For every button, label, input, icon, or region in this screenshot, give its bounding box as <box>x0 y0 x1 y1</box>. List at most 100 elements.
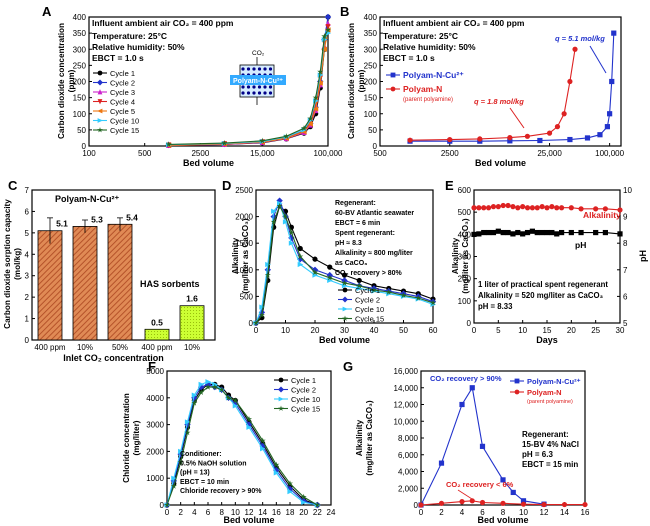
x-tick-label: 500 <box>373 149 387 158</box>
chart-note: Conditioner: <box>180 451 222 458</box>
x-axis-label: Bed volume <box>477 515 528 525</box>
data-point <box>559 205 565 211</box>
data-point <box>177 458 184 465</box>
data-point <box>567 136 573 143</box>
data-point <box>438 500 445 506</box>
data-point <box>385 288 392 295</box>
x-tick-label: 14 <box>258 508 267 517</box>
x-tick-label: 400 ppm <box>141 343 172 352</box>
y-tick-label: 200 <box>73 78 87 87</box>
y-tick-label: 400 <box>458 230 472 239</box>
y-tick-label: 500 <box>458 208 472 217</box>
data-point <box>514 389 520 395</box>
panel-b: B 0 50 100 150 200 250 300 350 400 500 2500 25,000 10… <box>340 4 625 168</box>
x-tick-label: 16 <box>272 508 281 517</box>
data-point <box>554 231 560 237</box>
legend-label: Cycle 2 <box>110 79 135 88</box>
data-point <box>459 499 465 505</box>
x-tick-label: 0 <box>472 326 477 335</box>
x-tick-label: 22 <box>313 508 322 517</box>
y-axis-label: Alkalinity(mg/liter as CaCO₃) <box>355 400 374 475</box>
inset-bead <box>257 67 262 71</box>
data-point <box>184 429 191 436</box>
panel-letter: G <box>343 359 353 374</box>
data-point <box>246 416 252 422</box>
data-point <box>447 136 453 143</box>
y-tick-label: 400 <box>73 13 87 22</box>
inset-label: CO₂ <box>252 50 265 57</box>
x-tick-label: 0 <box>165 508 170 517</box>
y-axis-label-line: Alkalinity <box>231 237 240 274</box>
inset-bead <box>246 85 251 89</box>
data-point <box>561 501 568 508</box>
data-point <box>546 130 553 136</box>
data-point <box>505 202 511 209</box>
data-point <box>288 240 295 246</box>
data-point <box>539 229 545 236</box>
y-tick-label: 350 <box>73 29 87 38</box>
y-tick-label: 9 <box>623 213 628 222</box>
x-tick-label: 2 <box>439 508 444 517</box>
y-axis-label-line: (mg/liter as CaCO₃) <box>461 218 470 293</box>
chart-note: CO₂ recovery > 80% <box>335 270 403 277</box>
data-point <box>510 489 516 496</box>
chart-condition: Temperature: 25°C <box>383 31 458 41</box>
data-point <box>481 229 487 236</box>
chart-note: 15-BV 4% NaCl <box>522 440 579 449</box>
data-point <box>297 261 304 268</box>
x-tick-label: 500 <box>138 149 152 158</box>
data-point <box>324 13 332 21</box>
y-tick-label: 0 <box>249 319 254 328</box>
annotation: CO₂ recovery < 6% <box>446 480 514 489</box>
panel-letter: E <box>445 178 454 193</box>
y-tick-label: 0 <box>373 142 378 151</box>
data-point <box>520 501 527 507</box>
data-point <box>317 80 323 86</box>
x-tick-label: 100 <box>82 149 96 158</box>
data-point <box>97 70 103 76</box>
y-axis-label: Carbon dioxide concentration(ppm) <box>347 23 366 139</box>
series-label: pH <box>575 240 586 250</box>
data-point <box>259 304 265 310</box>
data-point <box>515 229 521 236</box>
chart-note: Influent ambient air CO₂ = 400 ppm <box>92 18 234 28</box>
x-tick-label: 5 <box>496 326 501 335</box>
data-point <box>191 392 198 398</box>
x-tick-label: 0 <box>254 326 259 335</box>
x-tick-label: 25 <box>591 326 600 335</box>
bar <box>72 226 98 341</box>
annotation-arrow <box>589 45 607 74</box>
data-point <box>507 135 513 141</box>
annotation-arrow <box>457 489 473 500</box>
x-tick-label: 50% <box>112 343 128 352</box>
y-tick-label: 100 <box>458 297 472 306</box>
annotation: CO₂ recovery > 90% <box>430 374 502 383</box>
y-tick-label: 2 <box>25 293 30 302</box>
y-tick-label: 6 <box>623 292 628 301</box>
data-point <box>264 271 271 278</box>
y-tick-label: 7 <box>623 266 628 275</box>
chart-note: pH = 6.3 <box>522 450 553 459</box>
data-point <box>97 118 103 123</box>
x-tick-label: 20 <box>311 326 320 335</box>
y-tick-label: 2500 <box>235 186 253 195</box>
y-tick-label: 1000 <box>146 474 164 483</box>
data-point <box>617 207 623 213</box>
data-point <box>325 26 331 33</box>
data-point <box>273 470 280 476</box>
series-line <box>168 29 329 145</box>
data-point <box>356 282 363 289</box>
x-tick-label: 0 <box>419 508 424 517</box>
data-point <box>191 400 198 406</box>
data-point <box>604 124 611 130</box>
data-point <box>469 385 475 391</box>
y-tick-label: 100 <box>364 110 378 119</box>
data-point <box>97 127 103 133</box>
data-point <box>561 111 567 117</box>
legend-sublabel: (parent polyamine) <box>527 399 573 405</box>
bar <box>144 328 170 341</box>
x-tick-label: 14 <box>560 508 569 517</box>
y-axis-label: Chloride concentration(mg/liter) <box>122 393 141 483</box>
